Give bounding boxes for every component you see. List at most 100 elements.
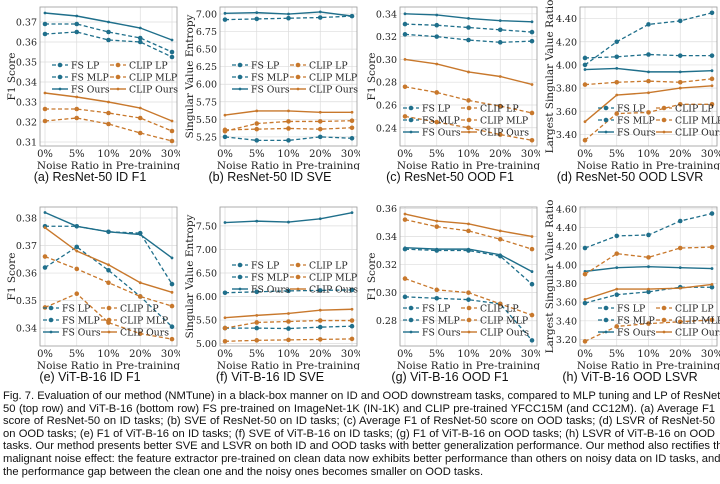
- series-line: [404, 33, 533, 43]
- series-fs-ours: [583, 66, 714, 74]
- x-tick-label: 5%: [429, 149, 445, 160]
- data-point: [646, 22, 651, 27]
- caption-line: the performance gap between the clean on…: [3, 465, 484, 478]
- data-point: [497, 301, 503, 307]
- data-point: [223, 221, 227, 224]
- y-tick-label: 0.30: [376, 288, 397, 299]
- series-fs-lp: [582, 10, 715, 68]
- legend-marker: [107, 330, 111, 334]
- legend-label: FS MLP: [62, 315, 100, 326]
- data-point: [709, 76, 715, 82]
- data-point: [350, 307, 354, 311]
- data-point: [169, 138, 175, 144]
- x-tick-label: 10%: [277, 349, 299, 360]
- data-point: [222, 338, 228, 344]
- data-point: [350, 110, 354, 114]
- series-fs-lp: [222, 287, 355, 296]
- data-point: [137, 39, 143, 45]
- legend-marker: [467, 330, 471, 334]
- data-point: [317, 15, 323, 20]
- chart-subtitle: (f) ViT-B-16 ID SVE: [215, 370, 325, 384]
- series-line: [224, 136, 353, 142]
- legend-label: CLIP MLP: [480, 315, 528, 326]
- data-point: [615, 66, 619, 70]
- data-point: [466, 98, 471, 103]
- y-tick-label: 5.75: [196, 97, 217, 108]
- series-line: [584, 78, 713, 86]
- x-tick-label: 0%: [397, 149, 413, 160]
- data-point: [75, 14, 79, 18]
- legend-marker: [58, 87, 62, 91]
- data-point: [107, 230, 110, 234]
- line-chart-b: 0% 5% 10% 20% 30% 5.25 5.50 5.75 6.00 6.25 6.50 6.7…: [184, 6, 360, 170]
- series-clip-mlp: [582, 244, 715, 277]
- data-point: [647, 265, 650, 269]
- legend-marker: [662, 130, 666, 134]
- data-point: [614, 39, 620, 45]
- y-axis-label: Largest Singular Value Ratio: [544, 200, 556, 353]
- legend-marker: [661, 317, 667, 323]
- data-point: [435, 247, 439, 251]
- legend-label: FS Ours: [617, 327, 656, 338]
- legend-marker: [48, 317, 54, 323]
- series-line: [584, 246, 713, 275]
- data-point: [317, 288, 323, 293]
- y-tick-label: 6.75: [196, 27, 217, 38]
- data-point: [317, 318, 323, 323]
- series-fs-mlp: [402, 21, 535, 35]
- data-point: [434, 22, 440, 28]
- data-point: [318, 217, 322, 221]
- x-axis-label: Noise Ratio in Pre-training: [37, 360, 180, 370]
- data-point: [317, 337, 323, 342]
- caption-line: on OOD tasks; (e) F1 of ViT-B-16 on ID t…: [3, 427, 715, 440]
- legend-marker: [295, 74, 301, 80]
- data-point: [434, 287, 440, 293]
- legend-label: CLIP LP: [309, 60, 348, 71]
- data-point: [710, 267, 714, 270]
- legend-label: CLIP Ours: [675, 327, 720, 338]
- data-point: [75, 224, 79, 228]
- data-point: [529, 38, 535, 44]
- x-tick-label: 20%: [309, 349, 331, 360]
- caption-line: tasks. Our method presents better SVE an…: [3, 440, 720, 453]
- legend-marker: [466, 317, 472, 323]
- y-tick-label: 0.32: [16, 118, 37, 129]
- plot-frame: [579, 6, 718, 147]
- x-axis-label: Noise Ratio in Pre-training: [217, 160, 360, 170]
- x-tick-label: 10%: [637, 349, 659, 360]
- legend-marker: [238, 87, 242, 91]
- x-tick-label: 30%: [341, 349, 360, 360]
- legend-label: FS Ours: [422, 327, 461, 338]
- plot-frame: [39, 6, 178, 147]
- x-tick-label: 5%: [69, 349, 85, 360]
- x-tick-label: 30%: [521, 149, 540, 160]
- x-tick-label: 20%: [129, 349, 151, 360]
- y-tick-label: 4.20: [556, 242, 577, 253]
- legend-marker: [603, 117, 609, 123]
- data-point: [709, 53, 715, 58]
- figure-caption: Fig. 7. Evaluation of our method (NMTune…: [3, 390, 720, 478]
- x-tick-label: 5%: [609, 149, 625, 160]
- data-point: [74, 291, 80, 297]
- y-tick-label: 7.00: [196, 245, 217, 256]
- legend-marker: [106, 305, 112, 311]
- data-point: [435, 13, 439, 17]
- series-clip-ours: [223, 307, 354, 320]
- y-tick-label: 0.34: [16, 78, 37, 89]
- data-point: [709, 211, 715, 216]
- x-tick-label: 10%: [457, 349, 479, 360]
- data-point: [349, 287, 355, 293]
- legend-label: CLIP MLP: [120, 315, 168, 326]
- data-point: [287, 109, 290, 113]
- series-fs-mlp: [582, 211, 715, 251]
- data-point: [646, 110, 651, 115]
- data-point: [287, 220, 290, 224]
- caption-line: malignant noise effect: the feature extr…: [3, 452, 720, 465]
- data-point: [169, 324, 175, 330]
- data-point: [647, 287, 650, 291]
- data-point: [497, 40, 503, 45]
- data-point: [169, 281, 175, 287]
- series-line: [404, 219, 533, 250]
- series-clip-ours: [583, 283, 714, 301]
- x-tick-label: 30%: [341, 149, 360, 160]
